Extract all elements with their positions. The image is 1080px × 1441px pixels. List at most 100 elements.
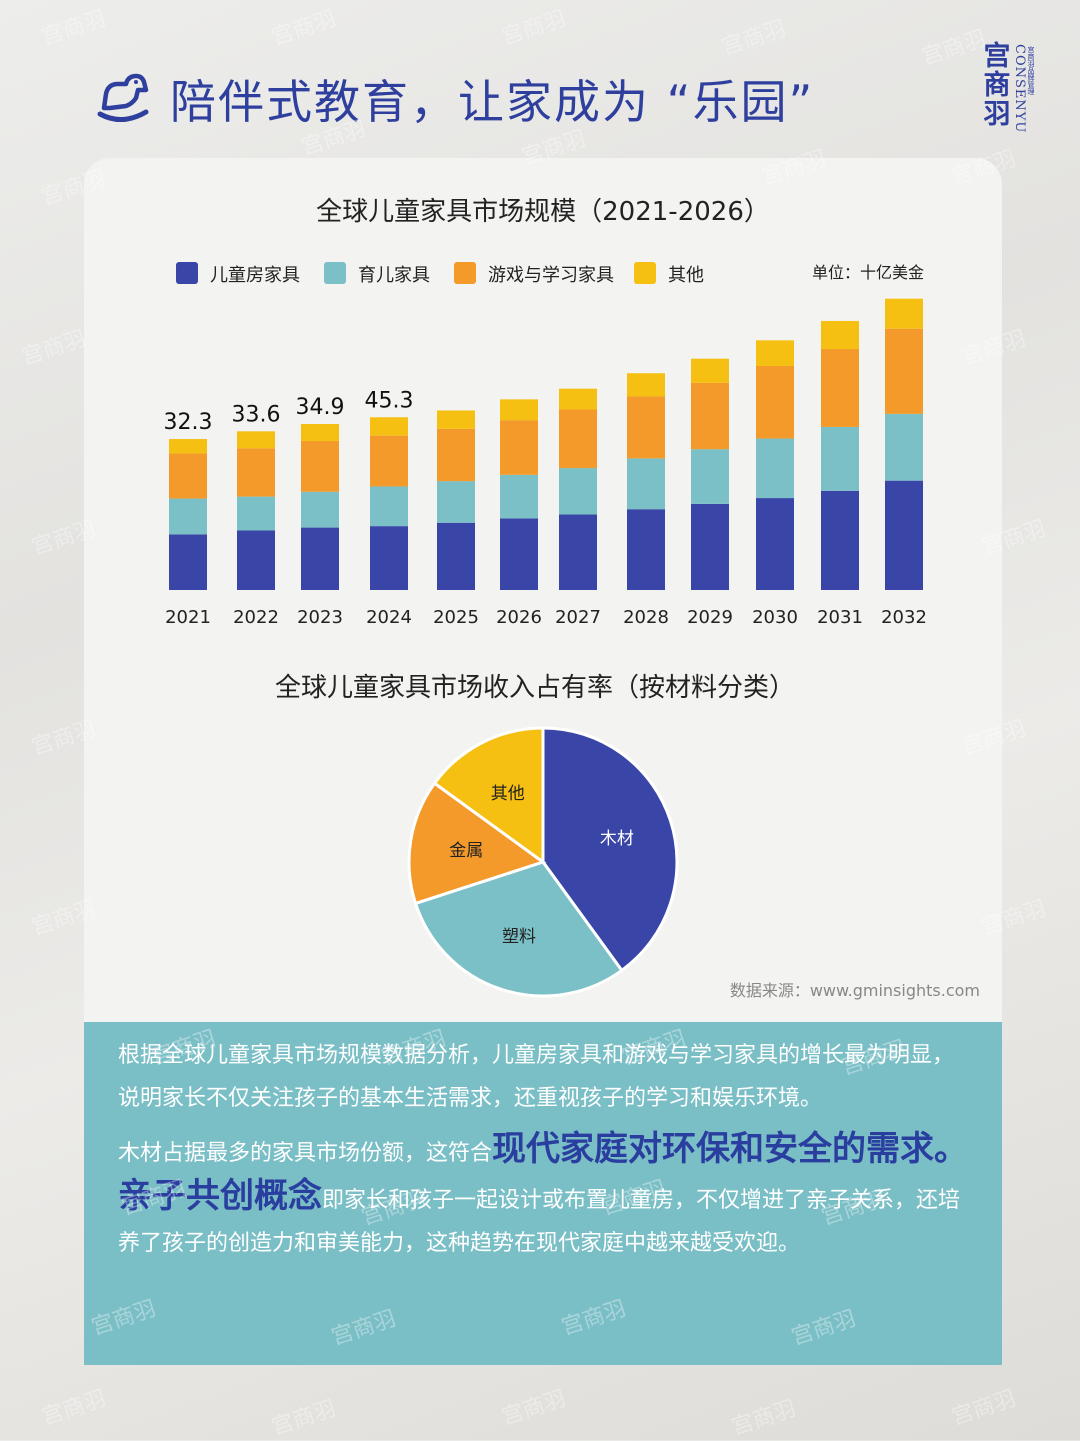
legend-swatch <box>324 262 346 284</box>
bar-segment <box>437 481 475 523</box>
bar-segment <box>169 534 207 590</box>
watermark: 宫商羽 <box>18 326 90 371</box>
highlight-text: 现代家庭对环保和安全的需求 <box>492 1129 935 1169</box>
bar-segment <box>237 431 275 449</box>
x-tick-label: 2030 <box>752 607 798 628</box>
x-tick-label: 2031 <box>817 607 863 628</box>
bar-segment <box>237 448 275 497</box>
bar-segment <box>301 527 339 590</box>
watermark: 宫商羽 <box>948 1386 1020 1431</box>
rocking-horse-icon <box>97 73 149 122</box>
bar-segment <box>559 388 597 410</box>
bar-segment <box>370 486 408 527</box>
x-tick-label: 2023 <box>297 607 343 628</box>
summary-paragraph-1: 根据全球儿童家具市场规模数据分析，儿童房家具和游戏与学习家具的增长最为明显，说明… <box>118 1043 955 1111</box>
summary-panel: 根据全球儿童家具市场规模数据分析，儿童房家具和游戏与学习家具的增长最为明显，说明… <box>84 1022 1002 1365</box>
bar-segment <box>885 413 923 481</box>
x-tick-label: 2032 <box>881 607 927 628</box>
data-label: 45.3 <box>365 388 414 413</box>
bar-segment <box>301 424 339 441</box>
legend-swatch <box>454 262 476 284</box>
x-tick-label: 2021 <box>165 607 211 628</box>
bar-segment <box>237 530 275 590</box>
brand-name: 宫商羽 <box>983 41 1011 130</box>
watermark: 宫商羽 <box>728 1396 800 1441</box>
pie-slice-label: 木材 <box>600 829 634 849</box>
bar-segment <box>885 298 923 329</box>
pie-slice <box>407 781 547 906</box>
bar-segment <box>437 410 475 429</box>
bar-segment <box>559 514 597 590</box>
bar-segment <box>627 396 665 459</box>
bar-segment <box>237 496 275 531</box>
brand-name-en: CONSENYU <box>1012 44 1027 134</box>
bar-segment <box>691 503 729 590</box>
bar-chart-title: 全球儿童家具市场规模（2021-2026） <box>316 197 770 227</box>
x-tick-label: 2028 <box>623 607 669 628</box>
bar-segment <box>301 491 339 528</box>
bar-segment <box>169 453 207 499</box>
data-label: 32.3 <box>164 410 213 435</box>
bar-segment <box>756 498 794 590</box>
pie-slice-label: 塑料 <box>502 927 536 947</box>
page-title: 陪伴式教育，让家成为 “乐园” <box>170 75 815 129</box>
bar-segment <box>370 435 408 487</box>
data-label: 34.9 <box>296 395 345 420</box>
bar-segment <box>370 417 408 436</box>
brand-logo: 宫商羽 CONSENYU 宫商羽品牌管理 <box>982 42 1038 134</box>
bar-segment <box>691 382 729 450</box>
pie-slice <box>541 726 679 973</box>
x-tick-label: 2026 <box>496 607 542 628</box>
bar-segment <box>885 480 923 590</box>
chart-canvas: 全球儿童家具市场规模（2021-2026）儿童房家具 育儿家具 游戏与学习家具 其他单… <box>164 197 980 1000</box>
bar-segment <box>500 474 538 519</box>
bar-segment <box>500 399 538 421</box>
data-label: 33.6 <box>232 402 281 427</box>
bar-segment <box>627 373 665 397</box>
x-tick-label: 2025 <box>433 607 479 628</box>
legend-swatch <box>176 262 198 284</box>
pie-slice <box>413 860 624 998</box>
legend-swatch <box>634 262 656 284</box>
bar-segment <box>437 522 475 590</box>
bar-segment <box>169 498 207 535</box>
bar-segment <box>821 426 859 491</box>
x-tick-label: 2029 <box>687 607 733 628</box>
watermark: 宫商羽 <box>498 1386 570 1431</box>
legend-label: 其他 <box>668 265 704 286</box>
bar-segment <box>169 439 207 454</box>
watermark: 宫商羽 <box>268 1396 340 1441</box>
header: 陪伴式教育，让家成为 “乐园” 宫商羽 CONSENYU 宫商羽品牌管理 <box>0 0 1080 150</box>
summary-text: 木材占据最多的家具市场份额，这符合 <box>118 1141 493 1166</box>
highlight-text: 亲子共创概念 <box>118 1176 322 1216</box>
bar-segment <box>821 320 859 350</box>
bar-segment <box>559 409 597 469</box>
pie-slice-label: 金属 <box>449 841 483 861</box>
highlight-separator: 。 <box>934 1129 969 1169</box>
unit-label: 单位：十亿美金 <box>812 263 924 282</box>
chart-card: 全球儿童家具市场规模（2021-2026） 儿童房家具 育儿家具 游戏与学习家具 其他单… <box>84 158 1002 1022</box>
bar-segment <box>756 365 794 439</box>
pie-chart-title: 全球儿童家具市场收入占有率（按材料分类） <box>275 673 795 703</box>
bar-segment <box>756 438 794 499</box>
bar-segment <box>756 340 794 366</box>
bar-segment <box>691 449 729 504</box>
bar-segment <box>500 518 538 590</box>
pie-slice-label: 其他 <box>491 784 525 804</box>
bar-segment <box>691 358 729 383</box>
watermark: 宫商羽 <box>38 1386 110 1431</box>
bar-segment <box>559 468 597 515</box>
brand-subtitle: 宫商羽品牌管理 <box>1027 46 1035 95</box>
x-tick-label: 2024 <box>366 607 412 628</box>
legend-label: 育儿家具 <box>358 265 430 286</box>
bar-segment <box>370 526 408 590</box>
x-tick-label: 2027 <box>555 607 601 628</box>
pie-slice <box>432 726 545 865</box>
bar-segment <box>437 428 475 482</box>
legend-label: 儿童房家具 <box>210 265 300 286</box>
bar-segment <box>627 458 665 510</box>
bar-segment <box>885 328 923 414</box>
summary-text: 即家长和孩子一起设计或布置儿童房，不仅增进了亲子关系，还培养了孩子的创造力和审美… <box>118 1188 961 1256</box>
bar-segment <box>627 509 665 590</box>
bar-segment <box>301 440 339 492</box>
